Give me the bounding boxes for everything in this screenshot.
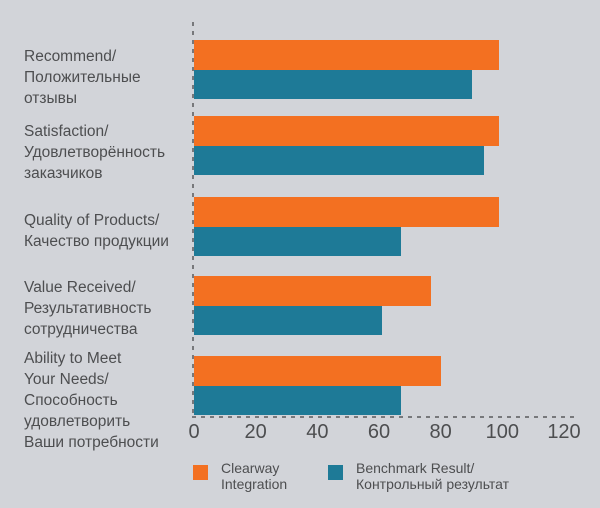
category-label: Satisfaction/Удовлетворённость заказчиков bbox=[24, 121, 192, 184]
x-tick-label: 120 bbox=[547, 421, 581, 443]
category-label-line: удовлетворить bbox=[24, 413, 131, 430]
x-tick-label: 80 bbox=[429, 421, 452, 443]
category-label: Quality of Products/Качество продукции bbox=[24, 210, 192, 252]
x-tick-label: 60 bbox=[367, 421, 391, 443]
bar-clearway-row5 bbox=[194, 356, 441, 386]
bar-benchmark-row2 bbox=[194, 145, 484, 175]
legend-swatch-clearway bbox=[193, 465, 208, 480]
category-label-line: отзывы bbox=[24, 90, 78, 107]
x-tick-label: 0 bbox=[188, 421, 200, 443]
x-tick-label: 100 bbox=[485, 421, 520, 443]
x-tick-label: 40 bbox=[306, 421, 329, 443]
bar-benchmark-row1 bbox=[194, 69, 472, 99]
bar-benchmark-row5 bbox=[194, 385, 401, 415]
category-label-line: сотрудничества bbox=[24, 321, 138, 338]
category-label-line: заказчиков bbox=[24, 165, 103, 182]
category-label-line: Recommend/ bbox=[24, 48, 117, 65]
category-label-line: Способность bbox=[24, 392, 118, 409]
legend-label-clearway: Clearway Integration bbox=[221, 460, 287, 492]
bar-benchmark-row4 bbox=[194, 305, 383, 335]
legend-swatch-benchmark bbox=[328, 465, 343, 480]
category-label-line: Quality of Products/ bbox=[24, 212, 160, 229]
bar-benchmark-row3 bbox=[194, 226, 401, 256]
bar-clearway-row3 bbox=[194, 197, 500, 227]
category-label-line: Ability to Meet bbox=[24, 350, 122, 367]
category-label-line: Satisfaction/ bbox=[24, 123, 109, 140]
legend-label-line: Benchmark Result/ bbox=[356, 460, 475, 476]
category-label-line: Результативность bbox=[24, 300, 152, 317]
legend-label-benchmark: Benchmark Result/ Контрольный результат bbox=[356, 460, 509, 492]
legend-label-line: Контрольный результат bbox=[356, 476, 510, 492]
legend-label-line: Integration bbox=[221, 476, 288, 492]
y-axis-line bbox=[192, 22, 194, 416]
x-tick-label: 20 bbox=[244, 421, 267, 443]
category-label-line: Удовлетворённость bbox=[24, 144, 166, 161]
category-label: Recommend/Положительные отзывы bbox=[24, 46, 192, 109]
legend-label-line: Clearway bbox=[221, 460, 280, 476]
legend-item-clearway: Clearway Integration bbox=[193, 460, 287, 492]
category-label-line: Качество продукции bbox=[24, 233, 169, 250]
category-label: Value Received/Результативность сотруднич… bbox=[24, 277, 192, 340]
x-axis-line bbox=[192, 416, 578, 418]
bar-clearway-row1 bbox=[194, 40, 500, 70]
category-label-line: Положительные bbox=[24, 69, 141, 86]
category-label-line: Ваши потребности bbox=[24, 434, 159, 451]
bar-clearway-row4 bbox=[194, 276, 432, 306]
legend-item-benchmark: Benchmark Result/ Контрольный результат bbox=[328, 460, 509, 492]
category-label-line: Value Received/ bbox=[24, 279, 136, 296]
category-label-line: Your Needs/ bbox=[24, 371, 109, 388]
category-label: Ability to Meet Your Needs/Способность удо… bbox=[24, 348, 192, 453]
bar-clearway-row2 bbox=[194, 116, 500, 146]
